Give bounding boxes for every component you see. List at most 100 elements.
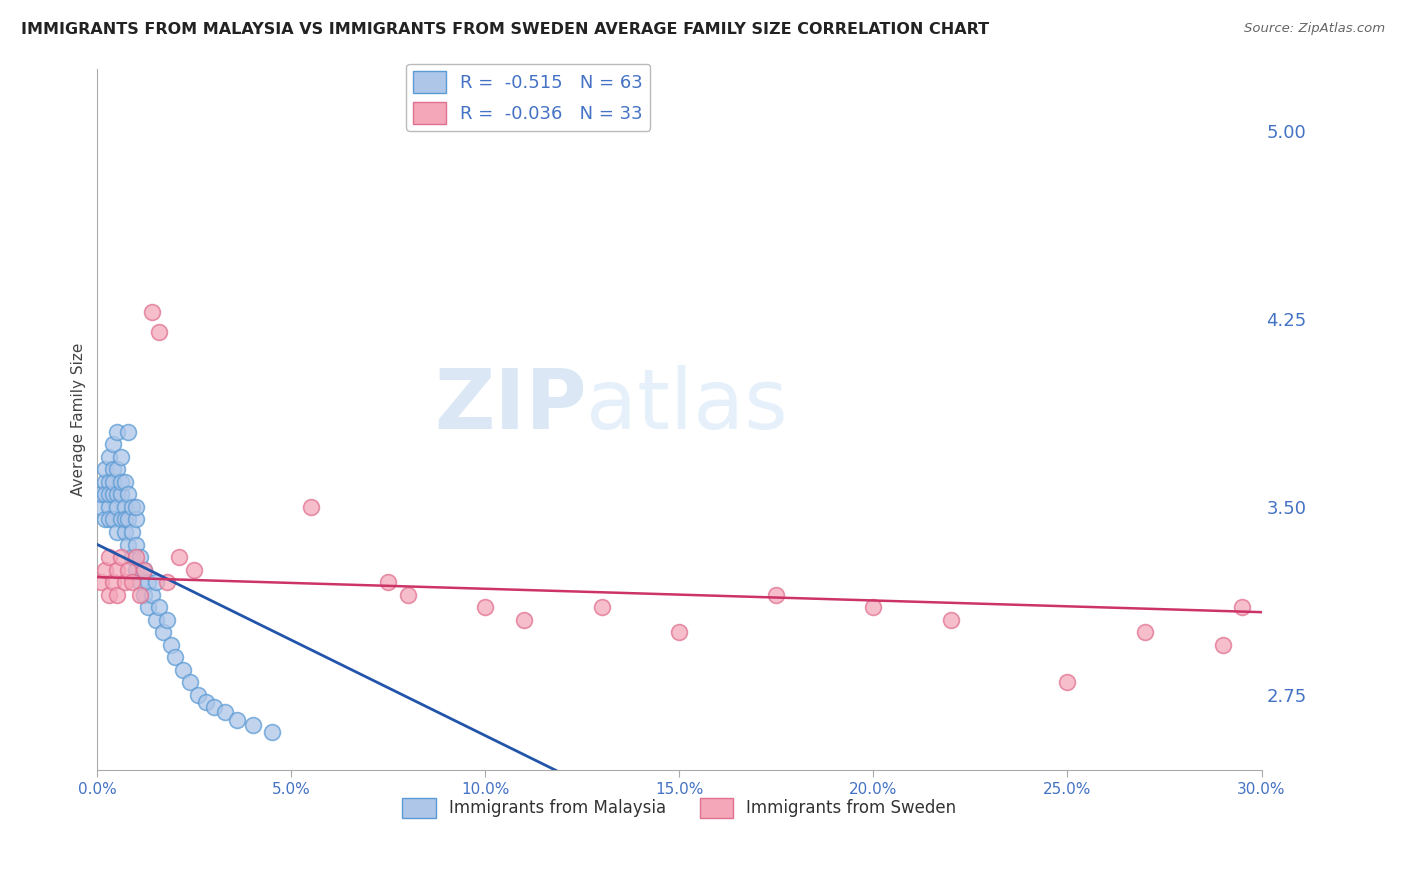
Point [299,500,322,514]
Point [183,563,205,577]
Point [172,663,194,677]
Point [98,512,121,526]
Point [117,425,139,439]
Point [90,575,112,590]
Point [145,613,167,627]
Point [101,575,124,590]
Point [121,524,143,539]
Point [117,537,139,551]
Point [121,500,143,514]
Text: ZIP: ZIP [434,365,586,446]
Point [98,450,121,464]
Point [132,588,155,602]
Point [105,462,128,476]
Point [105,425,128,439]
Text: Source: ZipAtlas.com: Source: ZipAtlas.com [1244,22,1385,36]
Point [94,487,117,501]
Point [94,475,117,489]
Point [105,500,128,514]
Point [121,549,143,564]
Point [396,588,419,602]
Point [98,549,121,564]
Point [114,575,136,590]
Point [156,613,179,627]
Point [1230,600,1253,615]
Point [152,625,174,640]
Point [591,600,613,615]
Point [105,588,128,602]
Y-axis label: Average Family Size: Average Family Size [72,343,86,496]
Point [195,695,218,709]
Point [125,549,148,564]
Point [94,462,117,476]
Point [141,588,163,602]
Point [668,625,690,640]
Point [129,588,152,602]
Point [1056,675,1078,690]
Point [105,487,128,501]
Point [110,549,132,564]
Point [105,563,128,577]
Point [377,575,399,590]
Point [163,650,186,665]
Text: atlas: atlas [586,365,787,446]
Point [114,512,136,526]
Point [114,500,136,514]
Point [129,575,152,590]
Point [474,600,496,615]
Point [202,700,225,714]
Point [110,475,132,489]
Point [939,613,962,627]
Point [1212,638,1234,652]
Point [101,487,124,501]
Point [167,549,190,564]
Point [98,500,121,514]
Point [214,706,236,720]
Point [136,575,159,590]
Point [179,675,201,690]
Point [117,512,139,526]
Point [101,475,124,489]
Point [148,600,170,615]
Point [125,537,148,551]
Point [98,487,121,501]
Point [132,563,155,577]
Point [145,575,167,590]
Point [121,575,143,590]
Point [110,450,132,464]
Point [156,575,179,590]
Text: IMMIGRANTS FROM MALAYSIA VS IMMIGRANTS FROM SWEDEN AVERAGE FAMILY SIZE CORRELATI: IMMIGRANTS FROM MALAYSIA VS IMMIGRANTS F… [21,22,990,37]
Point [114,475,136,489]
Point [1133,625,1156,640]
Point [101,462,124,476]
Point [129,549,152,564]
Point [90,500,112,514]
Point [160,638,183,652]
Point [136,600,159,615]
Point [101,512,124,526]
Point [862,600,884,615]
Point [117,563,139,577]
Point [125,563,148,577]
Legend: Immigrants from Malaysia, Immigrants from Sweden: Immigrants from Malaysia, Immigrants fro… [396,791,963,825]
Point [125,500,148,514]
Point [110,512,132,526]
Point [187,688,209,702]
Point [94,563,117,577]
Point [110,487,132,501]
Point [260,725,283,739]
Point [105,524,128,539]
Point [94,512,117,526]
Point [765,588,787,602]
Point [226,713,249,727]
Point [90,487,112,501]
Point [98,475,121,489]
Point [101,437,124,451]
Point [148,325,170,339]
Point [132,563,155,577]
Point [513,613,536,627]
Point [98,588,121,602]
Point [141,304,163,318]
Point [242,718,264,732]
Point [114,524,136,539]
